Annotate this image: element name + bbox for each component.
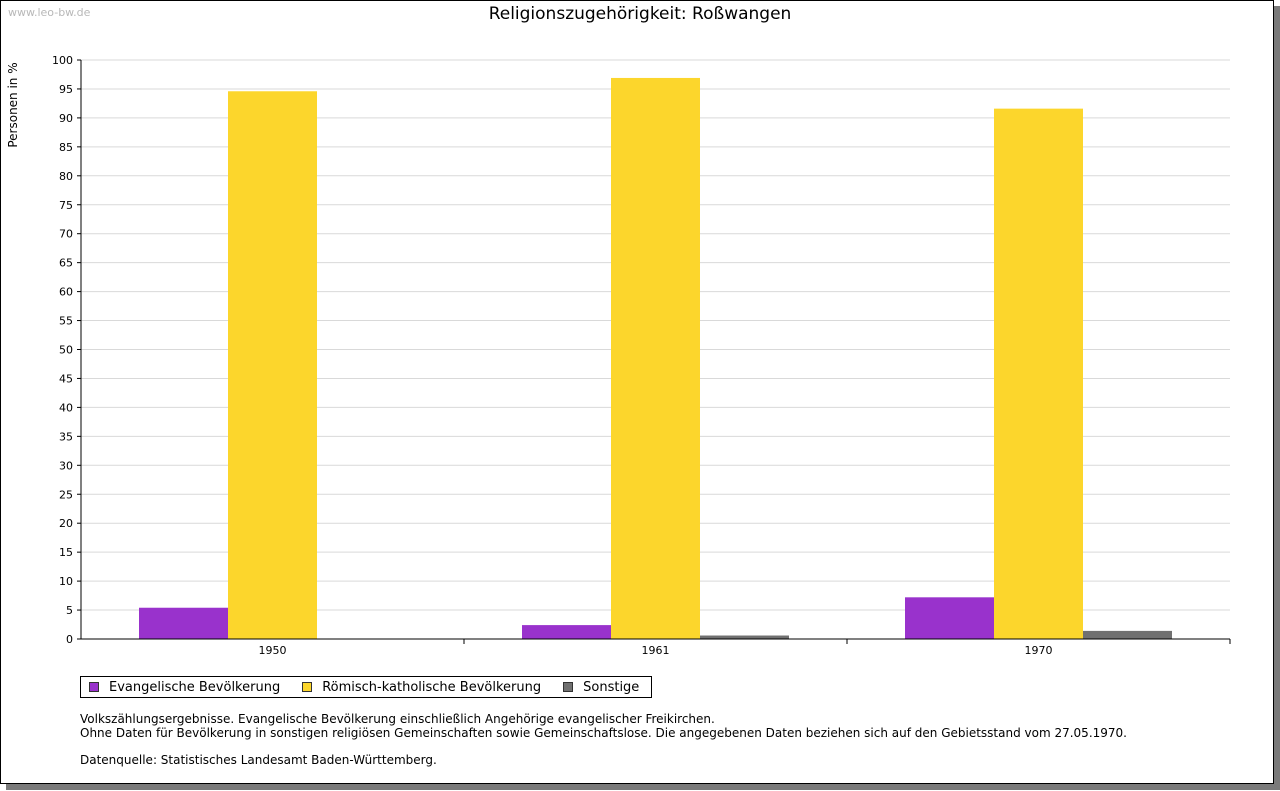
footnotes: Volkszählungsergebnisse. Evangelische Be…	[80, 712, 1127, 767]
bar	[611, 77, 700, 640]
legend-swatch-katholisch	[302, 682, 313, 692]
legend-label-evangelisch: Evangelische Bevölkerung	[109, 679, 281, 695]
footnote-line-2: Ohne Daten für Bevölkerung in sonstigen …	[80, 726, 1127, 740]
y-tick-label: 100	[52, 54, 73, 67]
bar	[139, 607, 228, 639]
bar	[522, 625, 611, 639]
y-tick-label: 75	[59, 199, 73, 212]
bar	[905, 597, 994, 639]
bar	[700, 635, 789, 639]
y-tick-label: 20	[59, 517, 73, 530]
chart-title: Religionszugehörigkeit: Roßwangen	[488, 4, 792, 24]
legend-item-katholisch: Römisch-katholische Bevölkerung	[302, 680, 541, 695]
bar	[994, 108, 1083, 640]
y-tick-label: 90	[59, 112, 73, 125]
axis-layer: 0 5 10 15 20 25 30 35 40 45 50 55 60 65 70 75 80 85 90 95 10…	[52, 54, 1231, 657]
y-tick-label: 50	[59, 344, 73, 357]
legend-label-katholisch: Römisch-katholische Bevölkerung	[322, 679, 542, 695]
legend-label-sonstige: Sonstige	[583, 679, 640, 695]
y-tick-label: 10	[59, 575, 73, 588]
frame-shadow-bottom	[6, 784, 1280, 790]
y-tick-label: 15	[59, 546, 73, 559]
bar	[228, 91, 317, 640]
legend-swatch-evangelisch	[89, 682, 99, 692]
y-tick-label: 35	[59, 430, 73, 443]
watermark: www.leo-bw.de	[8, 6, 91, 19]
y-tick-label: 0	[66, 633, 73, 646]
data-source: Datenquelle: Statistisches Landesamt Bad…	[80, 753, 437, 767]
x-tick-label: 1961	[642, 644, 670, 657]
y-tick-label: 45	[59, 372, 73, 385]
legend-swatch-sonstige	[563, 682, 574, 692]
x-tick-label: 1970	[1025, 644, 1053, 657]
footnote-line-1: Volkszählungsergebnisse. Evangelische Be…	[80, 712, 715, 726]
y-tick-label: 60	[59, 286, 73, 299]
y-tick-label: 30	[59, 459, 73, 472]
legend-item-evangelisch: Evangelische Bevölkerung	[89, 680, 280, 695]
legend-item-sonstige: Sonstige	[563, 680, 639, 695]
y-tick-label: 25	[59, 488, 73, 501]
y-tick-label: 55	[59, 315, 73, 328]
x-tick-label: 1950	[259, 644, 287, 657]
legend: Evangelische Bevölkerung Römisch-katholi…	[80, 676, 653, 698]
y-tick-label: 65	[59, 257, 73, 270]
y-tick-label: 80	[59, 170, 73, 183]
bar-layer	[139, 77, 1172, 640]
y-tick-label: 70	[59, 228, 73, 241]
y-tick-label: 95	[59, 83, 73, 96]
y-tick-label: 40	[59, 401, 73, 414]
y-tick-label: 85	[59, 141, 73, 154]
bar	[1083, 630, 1172, 639]
y-tick-label: 5	[66, 604, 73, 617]
frame-shadow-right	[1274, 6, 1280, 790]
